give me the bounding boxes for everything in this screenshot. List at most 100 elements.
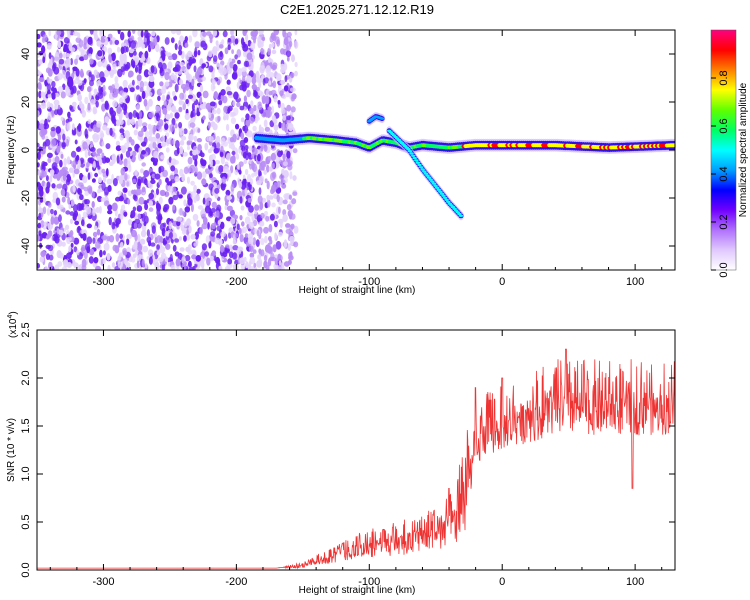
- noise-cell: [65, 210, 71, 215]
- noise-cell: [45, 67, 51, 74]
- noise-cell: [61, 196, 66, 203]
- y-tick-label: -40: [20, 238, 32, 254]
- noise-cell: [232, 245, 239, 251]
- noise-cell: [201, 243, 207, 251]
- noise-cell: [93, 69, 98, 76]
- noise-cell: [263, 254, 268, 262]
- noise-cell: [118, 159, 124, 165]
- noise-cell: [96, 155, 102, 161]
- noise-cell: [109, 39, 113, 45]
- noise-cell: [101, 235, 108, 241]
- noise-cell: [46, 83, 52, 92]
- noise-cell: [146, 56, 151, 65]
- noise-cell: [137, 130, 144, 137]
- noise-cell: [156, 244, 160, 250]
- noise-cell: [37, 110, 40, 118]
- noise-cell: [83, 186, 88, 192]
- noise-cell: [170, 37, 175, 44]
- noise-cell: [201, 76, 206, 82]
- noise-cell: [210, 222, 217, 230]
- noise-cell: [289, 171, 293, 180]
- noise-cell: [54, 109, 59, 116]
- noise-cell: [250, 31, 254, 37]
- noise-cell: [265, 215, 270, 222]
- noise-cell: [150, 41, 155, 50]
- noise-cell: [60, 153, 64, 159]
- noise-cell: [111, 52, 116, 62]
- noise-cell: [289, 87, 296, 92]
- noise-cell: [255, 239, 260, 248]
- noise-cell: [242, 125, 246, 132]
- noise-cell: [135, 120, 139, 130]
- noise-cell: [241, 221, 245, 227]
- noise-cell: [209, 255, 214, 262]
- noise-cell: [167, 61, 173, 70]
- noise-cell: [97, 50, 103, 57]
- noise-cell: [49, 175, 53, 183]
- noise-cell: [90, 147, 96, 152]
- noise-cell: [67, 111, 71, 119]
- noise-cell: [102, 250, 106, 256]
- noise-cell: [270, 256, 277, 262]
- noise-cell: [228, 143, 232, 149]
- noise-cell: [183, 235, 187, 242]
- noise-cell: [58, 229, 64, 236]
- noise-cell: [128, 48, 135, 54]
- noise-cell: [178, 106, 183, 113]
- noise-cell: [37, 103, 41, 109]
- noise-cell: [179, 146, 184, 155]
- noise-cell: [96, 40, 101, 47]
- noise-cell: [280, 177, 284, 186]
- noise-cell: [230, 156, 235, 164]
- noise-cell: [202, 90, 209, 99]
- noise-cell: [294, 30, 298, 36]
- noise-cell: [187, 156, 193, 165]
- noise-cell: [201, 213, 206, 220]
- x-tick-label: -100: [358, 276, 380, 288]
- noise-cell: [288, 194, 292, 200]
- noise-cell: [87, 172, 91, 180]
- noise-cell: [42, 145, 47, 155]
- noise-cell: [176, 147, 180, 155]
- noise-cell: [73, 246, 78, 253]
- noise-cell: [114, 76, 119, 84]
- noise-cell: [103, 186, 110, 196]
- noise-cell: [68, 204, 72, 210]
- noise-cell: [285, 50, 292, 58]
- noise-cell: [37, 42, 42, 48]
- noise-cell: [165, 177, 169, 183]
- noise-cell: [194, 159, 198, 167]
- y-tick-label: 0: [20, 147, 32, 153]
- noise-cell: [159, 223, 166, 232]
- noise-cell: [38, 90, 42, 99]
- noise-cell: [161, 52, 166, 61]
- noise-cell: [115, 233, 120, 242]
- trace-core: [438, 190, 443, 193]
- noise-cell: [237, 67, 243, 77]
- noise-cell: [162, 107, 168, 115]
- noise-cell: [117, 261, 124, 269]
- noise-cell: [45, 175, 49, 182]
- noise-cell: [80, 49, 87, 57]
- noise-cell: [56, 107, 63, 116]
- noise-cell: [119, 128, 125, 134]
- noise-cell: [277, 263, 284, 270]
- noise-cell: [141, 150, 146, 155]
- noise-cell: [112, 100, 118, 108]
- noise-cell: [170, 165, 176, 172]
- noise-cell: [204, 205, 211, 214]
- noise-cell: [190, 180, 195, 186]
- noise-cell: [82, 233, 87, 241]
- x-tick-label: 0: [499, 276, 505, 288]
- noise-cell: [290, 106, 296, 113]
- noise-cell: [238, 146, 242, 154]
- noise-cell: [95, 207, 100, 213]
- noise-cell: [47, 112, 52, 121]
- noise-cell: [234, 54, 238, 60]
- noise-cell: [183, 128, 188, 135]
- noise-cell: [73, 204, 78, 213]
- noise-cell: [121, 91, 128, 99]
- noise-cell: [246, 52, 253, 60]
- noise-cell: [69, 218, 74, 225]
- noise-cell: [83, 250, 88, 260]
